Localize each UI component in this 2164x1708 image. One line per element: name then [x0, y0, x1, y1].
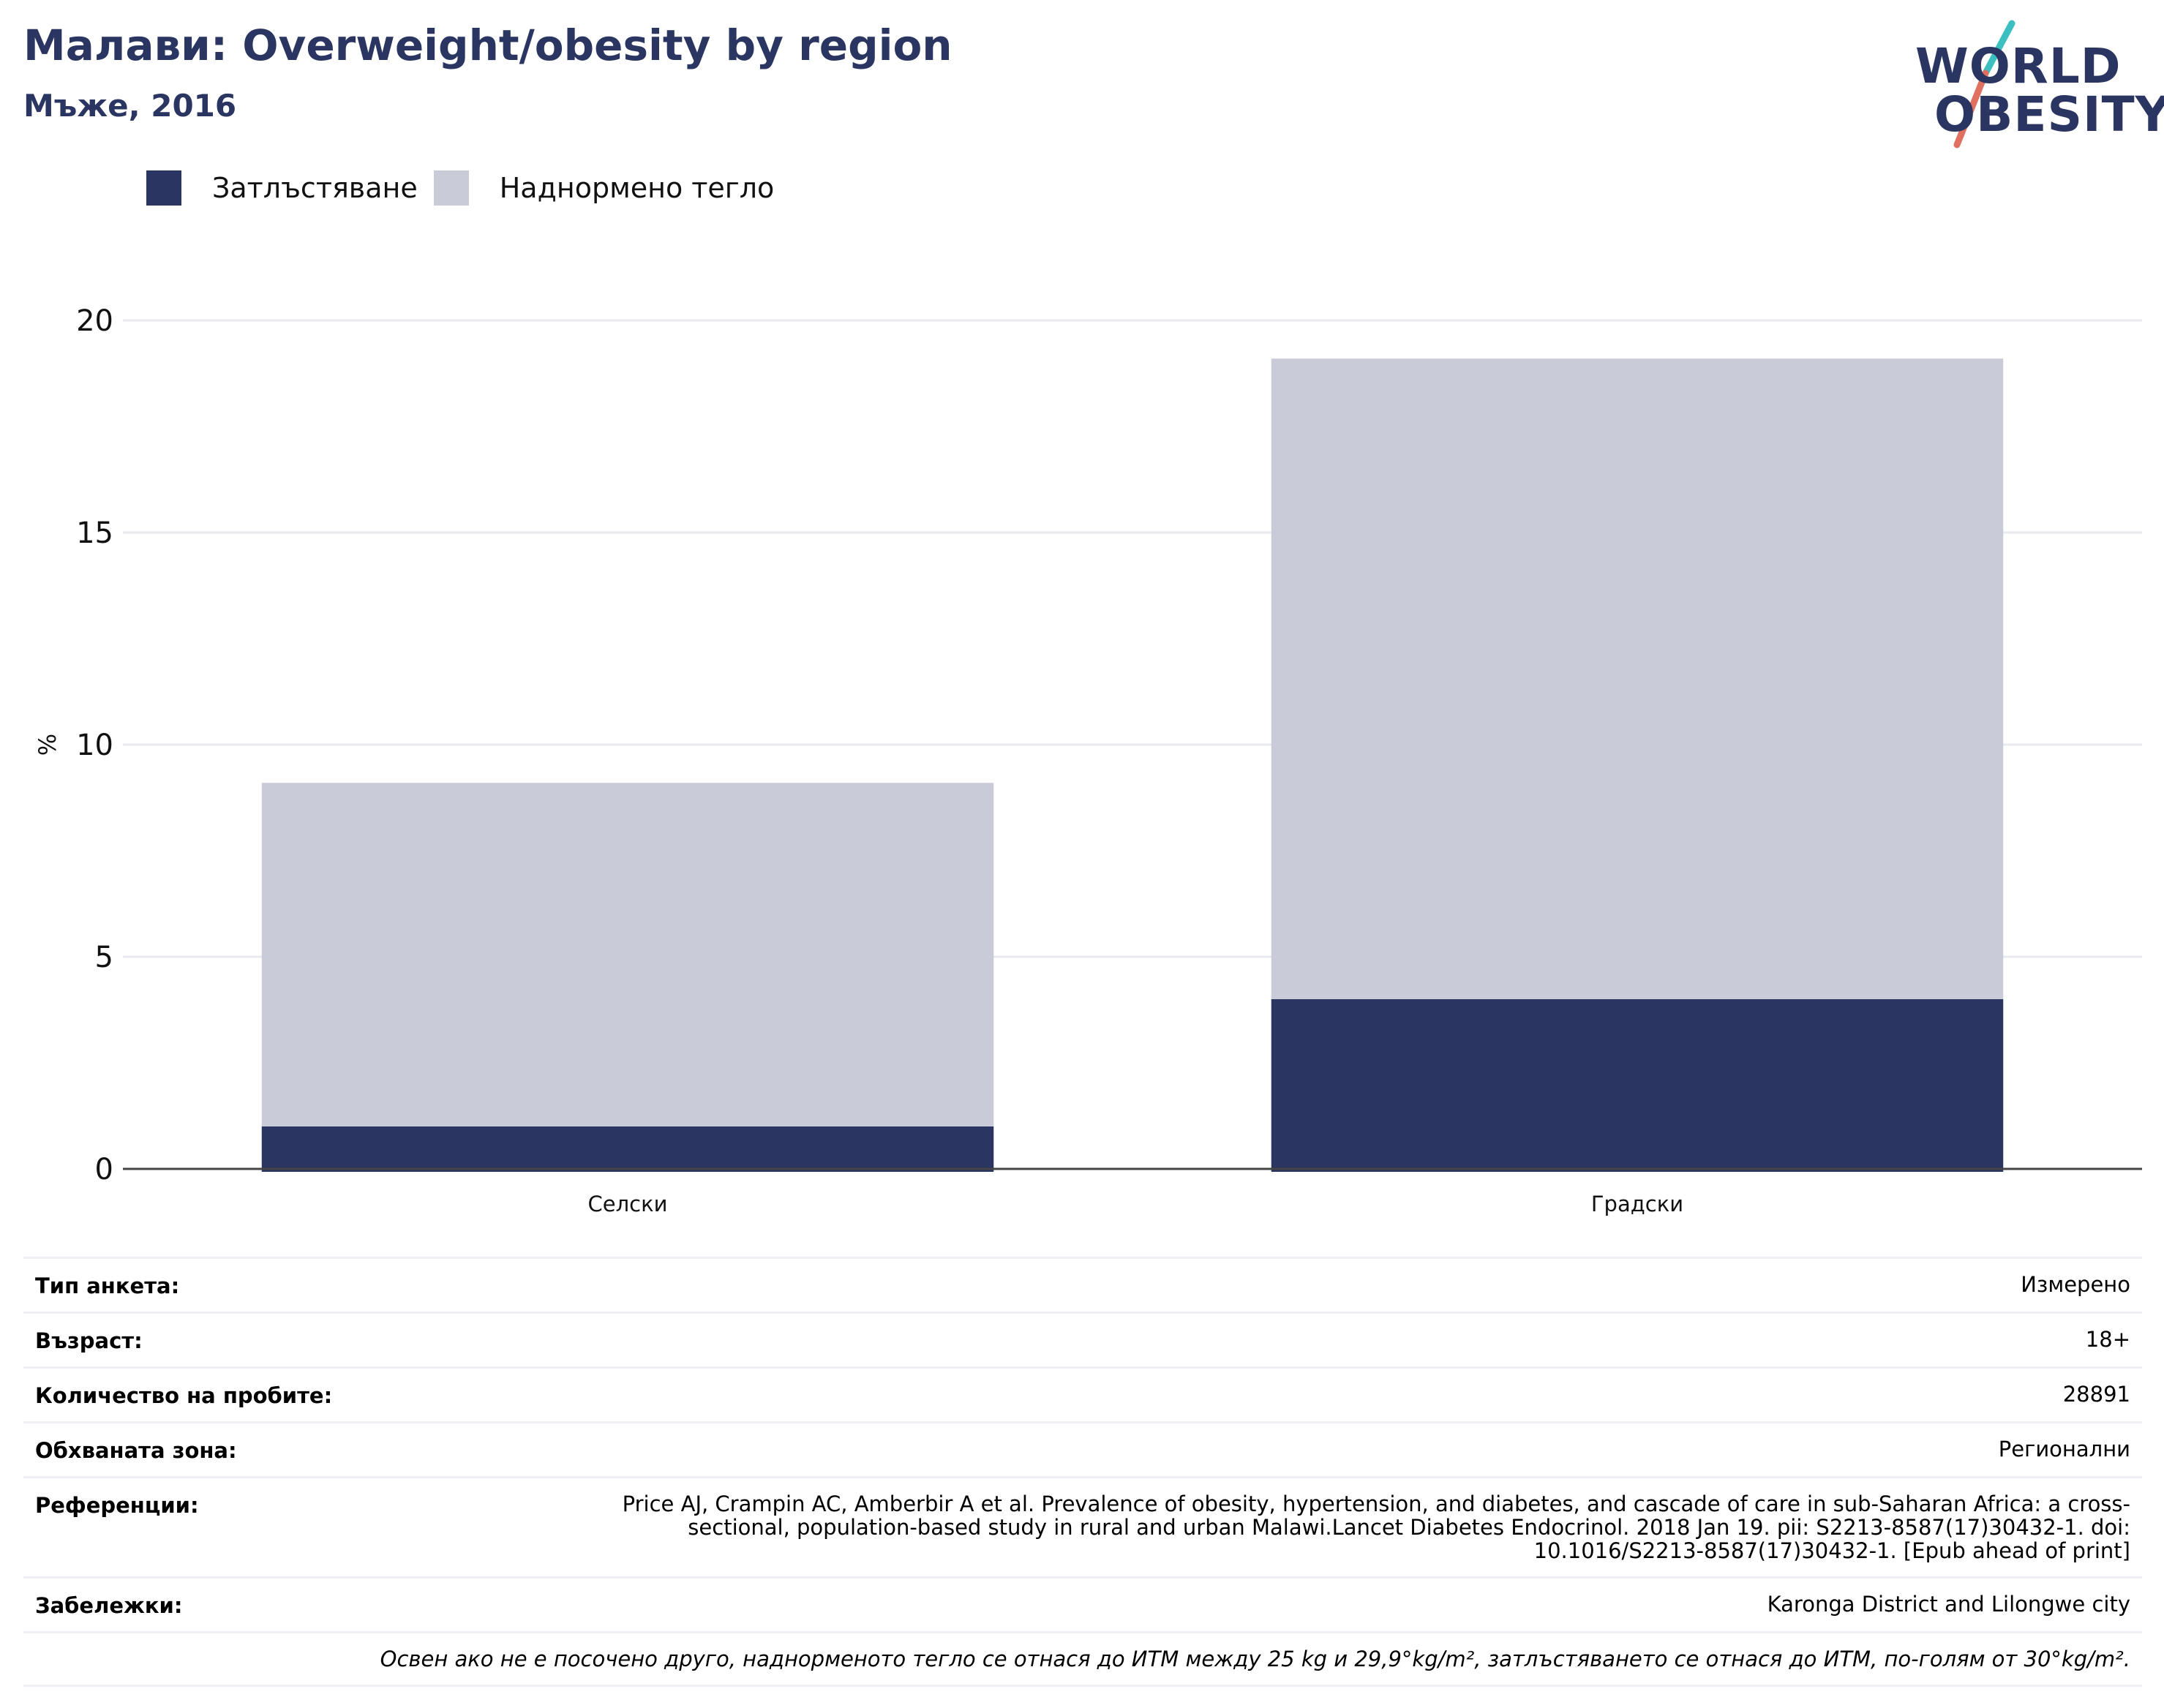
legend-swatch-overweight [433, 170, 469, 206]
logo-word-obesity: OBESITY [1934, 86, 2164, 143]
info-row-notes: Забележки: Karonga District and Lilongwe… [23, 1579, 2142, 1633]
legend-item-overweight: Наднормено тегло [433, 170, 775, 206]
legend-label-overweight: Наднормено тегло [499, 172, 775, 204]
info-label: Възраст: [35, 1328, 143, 1353]
info-label: Забележки: [35, 1592, 183, 1618]
info-value: Измерено [2021, 1272, 2130, 1297]
info-row-area-covered: Обхваната зона: Регионални [23, 1423, 2142, 1478]
y-tick-label: 20 [76, 304, 113, 338]
info-row-references: Референции: Price AJ, Crampin AC, Amberb… [23, 1478, 2142, 1579]
chart-legend: Затлъстяване Наднормено тегло [146, 170, 790, 206]
info-value: Price AJ, Crampin AC, Amberbir A et al. … [622, 1491, 2130, 1563]
survey-info-table: Тип анкета: Измерено Възраст: 18+ Количе… [23, 1257, 2142, 1687]
bar-obesity-urban [1271, 999, 2004, 1172]
info-footnote: Освен ако не е посочено друго, наднормен… [23, 1633, 2142, 1687]
x-tick-label: Градски [1591, 1192, 1683, 1216]
legend-item-obesity: Затлъстяване [146, 170, 418, 206]
bar-overweight-rural [261, 783, 994, 1126]
y-axis-label: % [34, 734, 61, 756]
info-value: 18+ [2085, 1327, 2130, 1352]
legend-swatch-obesity [146, 170, 181, 206]
info-row-age: Възраст: 18+ [23, 1314, 2142, 1369]
info-value: Karonga District and Lilongwe city [1767, 1591, 2130, 1617]
info-label: Количество на пробите: [35, 1383, 333, 1408]
info-row-sample-size: Количество на пробите: 28891 [23, 1369, 2142, 1423]
info-value: 28891 [2062, 1382, 2130, 1407]
chart-title: Малави: Overweight/obesity by region [23, 20, 953, 70]
stacked-bar-chart: 0 5 10 15 20% Селски Градски [34, 304, 2142, 1216]
y-tick-label: 0 [95, 1153, 113, 1186]
info-label: Обхваната зона: [35, 1438, 237, 1463]
info-row-survey-type: Тип анкета: Измерено [23, 1259, 2142, 1314]
info-label: Тип анкета: [35, 1274, 180, 1298]
bar-obesity-rural [261, 1126, 994, 1172]
world-obesity-logo: WORLD OBESITY [1902, 15, 2164, 154]
logo-slash-icon [1953, 20, 2015, 148]
info-label: Референции: [35, 1493, 199, 1518]
bar-overweight-urban [1271, 358, 2004, 999]
y-tick-label: 10 [76, 729, 113, 762]
x-tick-label: Селски [588, 1192, 668, 1216]
legend-label-obesity: Затлъстяване [212, 172, 418, 204]
logo-word-world: WORLD [1915, 38, 2122, 94]
chart-subtitle: Мъже, 2016 [23, 88, 237, 124]
y-tick-label: 5 [95, 941, 113, 974]
footnote-text: Освен ако не е посочено друго, наднормен… [380, 1646, 2130, 1671]
info-value: Регионални [1998, 1437, 2130, 1461]
y-tick-label: 15 [76, 516, 113, 550]
